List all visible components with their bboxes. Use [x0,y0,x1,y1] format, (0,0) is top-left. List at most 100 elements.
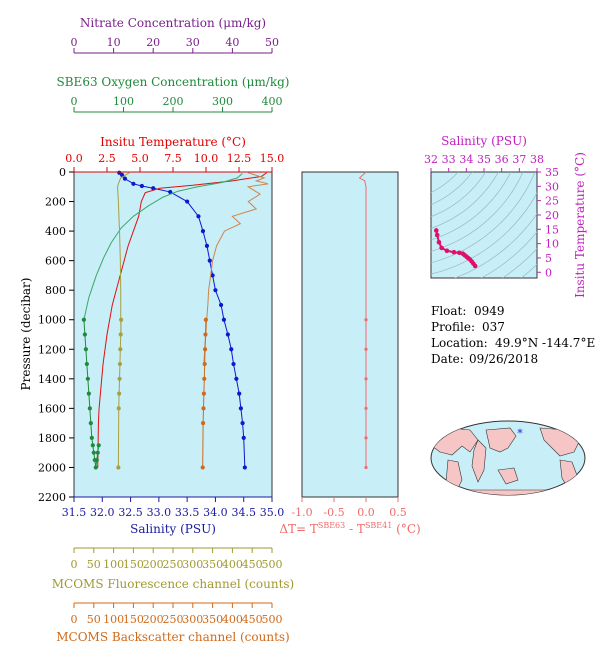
oxygen-deep-point [88,421,93,426]
pressure-tick-label: 1600 [38,402,66,415]
ts-point [444,248,450,254]
delta-t-line [358,171,367,468]
ts-temperature-label: Insitu Temperature (°C) [573,152,587,298]
delta-t-label-sup-b: SBE41 [365,521,392,530]
salinity-point [240,421,245,426]
ts-point [434,228,439,233]
backscatter-deep-point [203,332,208,337]
salinity-point [225,332,230,337]
ts-x-tick-label: 36 [495,153,509,166]
delta-t-point [364,347,368,351]
fluorescence-tick-label: 450 [242,558,263,571]
salinity-point [229,347,234,352]
float-value: 0949 [474,304,505,318]
salinity-point [168,189,173,195]
oxygen-deep-point [86,391,91,396]
salinity-point [221,317,227,322]
backscatter-tick-label: 150 [123,613,144,626]
salinity-tick-label: 32.0 [90,506,115,519]
fluorescence-axis-label: MCOMS Fluorescence channel (counts) [52,577,295,591]
backscatter-tick-label: 50 [87,613,101,626]
pressure-axis: 0 200 400 600 800 1000 1200 1400 1600 1800 2000 220… [38,166,74,504]
oxygen-deep-point [84,361,89,367]
date-label: Date: [431,352,464,366]
fluorescence-deep-point [116,465,121,470]
salinity-point [234,376,239,381]
oxygen-deep-line [83,319,100,468]
nitrate-tick-label: 30 [186,36,200,49]
ts-point [472,263,478,269]
fluorescence-tick-label: 50 [87,558,101,571]
delta-t-series [358,171,368,470]
ts-x-tick-label: 35 [477,153,491,166]
salinity-tick-label: 34.0 [203,506,228,519]
fluorescence-tick-label: 500 [262,558,283,571]
temperature-tick-label: 2.5 [98,152,116,165]
pressure-tick-label: 2000 [38,461,66,474]
oxygen-deep-point [93,465,98,470]
ts-x-tick-label: 33 [442,153,456,166]
oxygen-deep-point [81,317,86,322]
delta-t-point [364,436,368,440]
pressure-axis-label: Pressure (decibar) [19,278,33,391]
salinity-point [185,199,190,204]
backscatter-tick-label: 500 [262,613,283,626]
ts-y-tick-label: 35 [545,166,559,179]
delta-t-tick-label: 0.5 [389,506,407,519]
salinity-tick-label: 33.0 [147,506,172,519]
salinity-point [218,302,224,308]
bottom-axes: 31.5 32.0 32.5 33.0 33.5 34.0 34.5 35.0 Salinity… [52,496,295,644]
oxygen-deep-point [89,435,94,441]
salinity-point [241,435,246,441]
profile-plot-area [73,171,273,498]
pressure-tick-label: 600 [45,255,66,268]
nitrate-tick-label: 20 [146,36,160,49]
delta-t-point [364,406,368,410]
ts-y-tick-label: 25 [545,195,559,208]
fluorescence-deep-point [117,361,123,367]
world-map: * [430,420,586,496]
salinity-point [210,273,215,278]
profile-label: Profile: [431,320,475,334]
fluorescence-tick-label: 200 [143,558,164,571]
delta-t-panel: -1.0 -0.5 0.0 0.5 ΔT= TSBE63 - TSBE41 (°C) [279,171,421,536]
delta-t-label-sup-a: SBE63 [318,521,345,530]
nitrate-tick-label: 50 [265,36,279,49]
pressure-tick-label: 800 [45,284,66,297]
ts-y-tick-label: 0 [545,266,552,279]
salinity-axis-label: Salinity (PSU) [130,522,216,536]
delta-t-axis: -1.0 -0.5 0.0 0.5 [291,497,407,519]
backscatter-tick-label: 100 [103,613,124,626]
backscatter-deep-point [201,406,206,411]
backscatter-tick-label: 350 [202,613,223,626]
salinity-point [242,465,247,470]
backscatter-deep-point [203,317,208,322]
delta-t-tick-label: 0.0 [357,506,375,519]
temperature-tick-label: 15.0 [260,152,285,165]
temperature-tick-label: 0.0 [65,152,83,165]
pressure-tick-label: 1000 [38,314,66,327]
salinity-point [196,214,201,219]
backscatter-deep-point [200,421,206,426]
temperature-tick-label: 10.0 [194,152,219,165]
backscatter-tick-label: 300 [182,613,203,626]
fluorescence-deep-point [119,317,124,322]
oxygen-tick-label: 100 [113,95,134,108]
salinity-point [139,183,144,189]
backscatter-deep-point [201,391,206,396]
backscatter-deep-point [202,347,208,352]
ts-point [451,249,457,255]
location-value: 49.9°N -144.7°E [495,336,595,350]
ts-series [434,228,478,269]
location-label: Location: [431,336,488,350]
backscatter-deep-point [202,376,207,381]
oxygen-tick-label: 0 [71,95,78,108]
nitrate-tick-label: 10 [107,36,121,49]
oxygen-deep-point [83,347,88,352]
temperature-tick-label: 7.5 [164,152,182,165]
pressure-tick-label: 400 [45,225,66,238]
profile-value: 037 [482,320,505,334]
pressure-tick-label: 1400 [38,373,66,386]
ts-y-tick-label: 5 [545,252,552,265]
ts-x-tick-label: 37 [512,153,526,166]
